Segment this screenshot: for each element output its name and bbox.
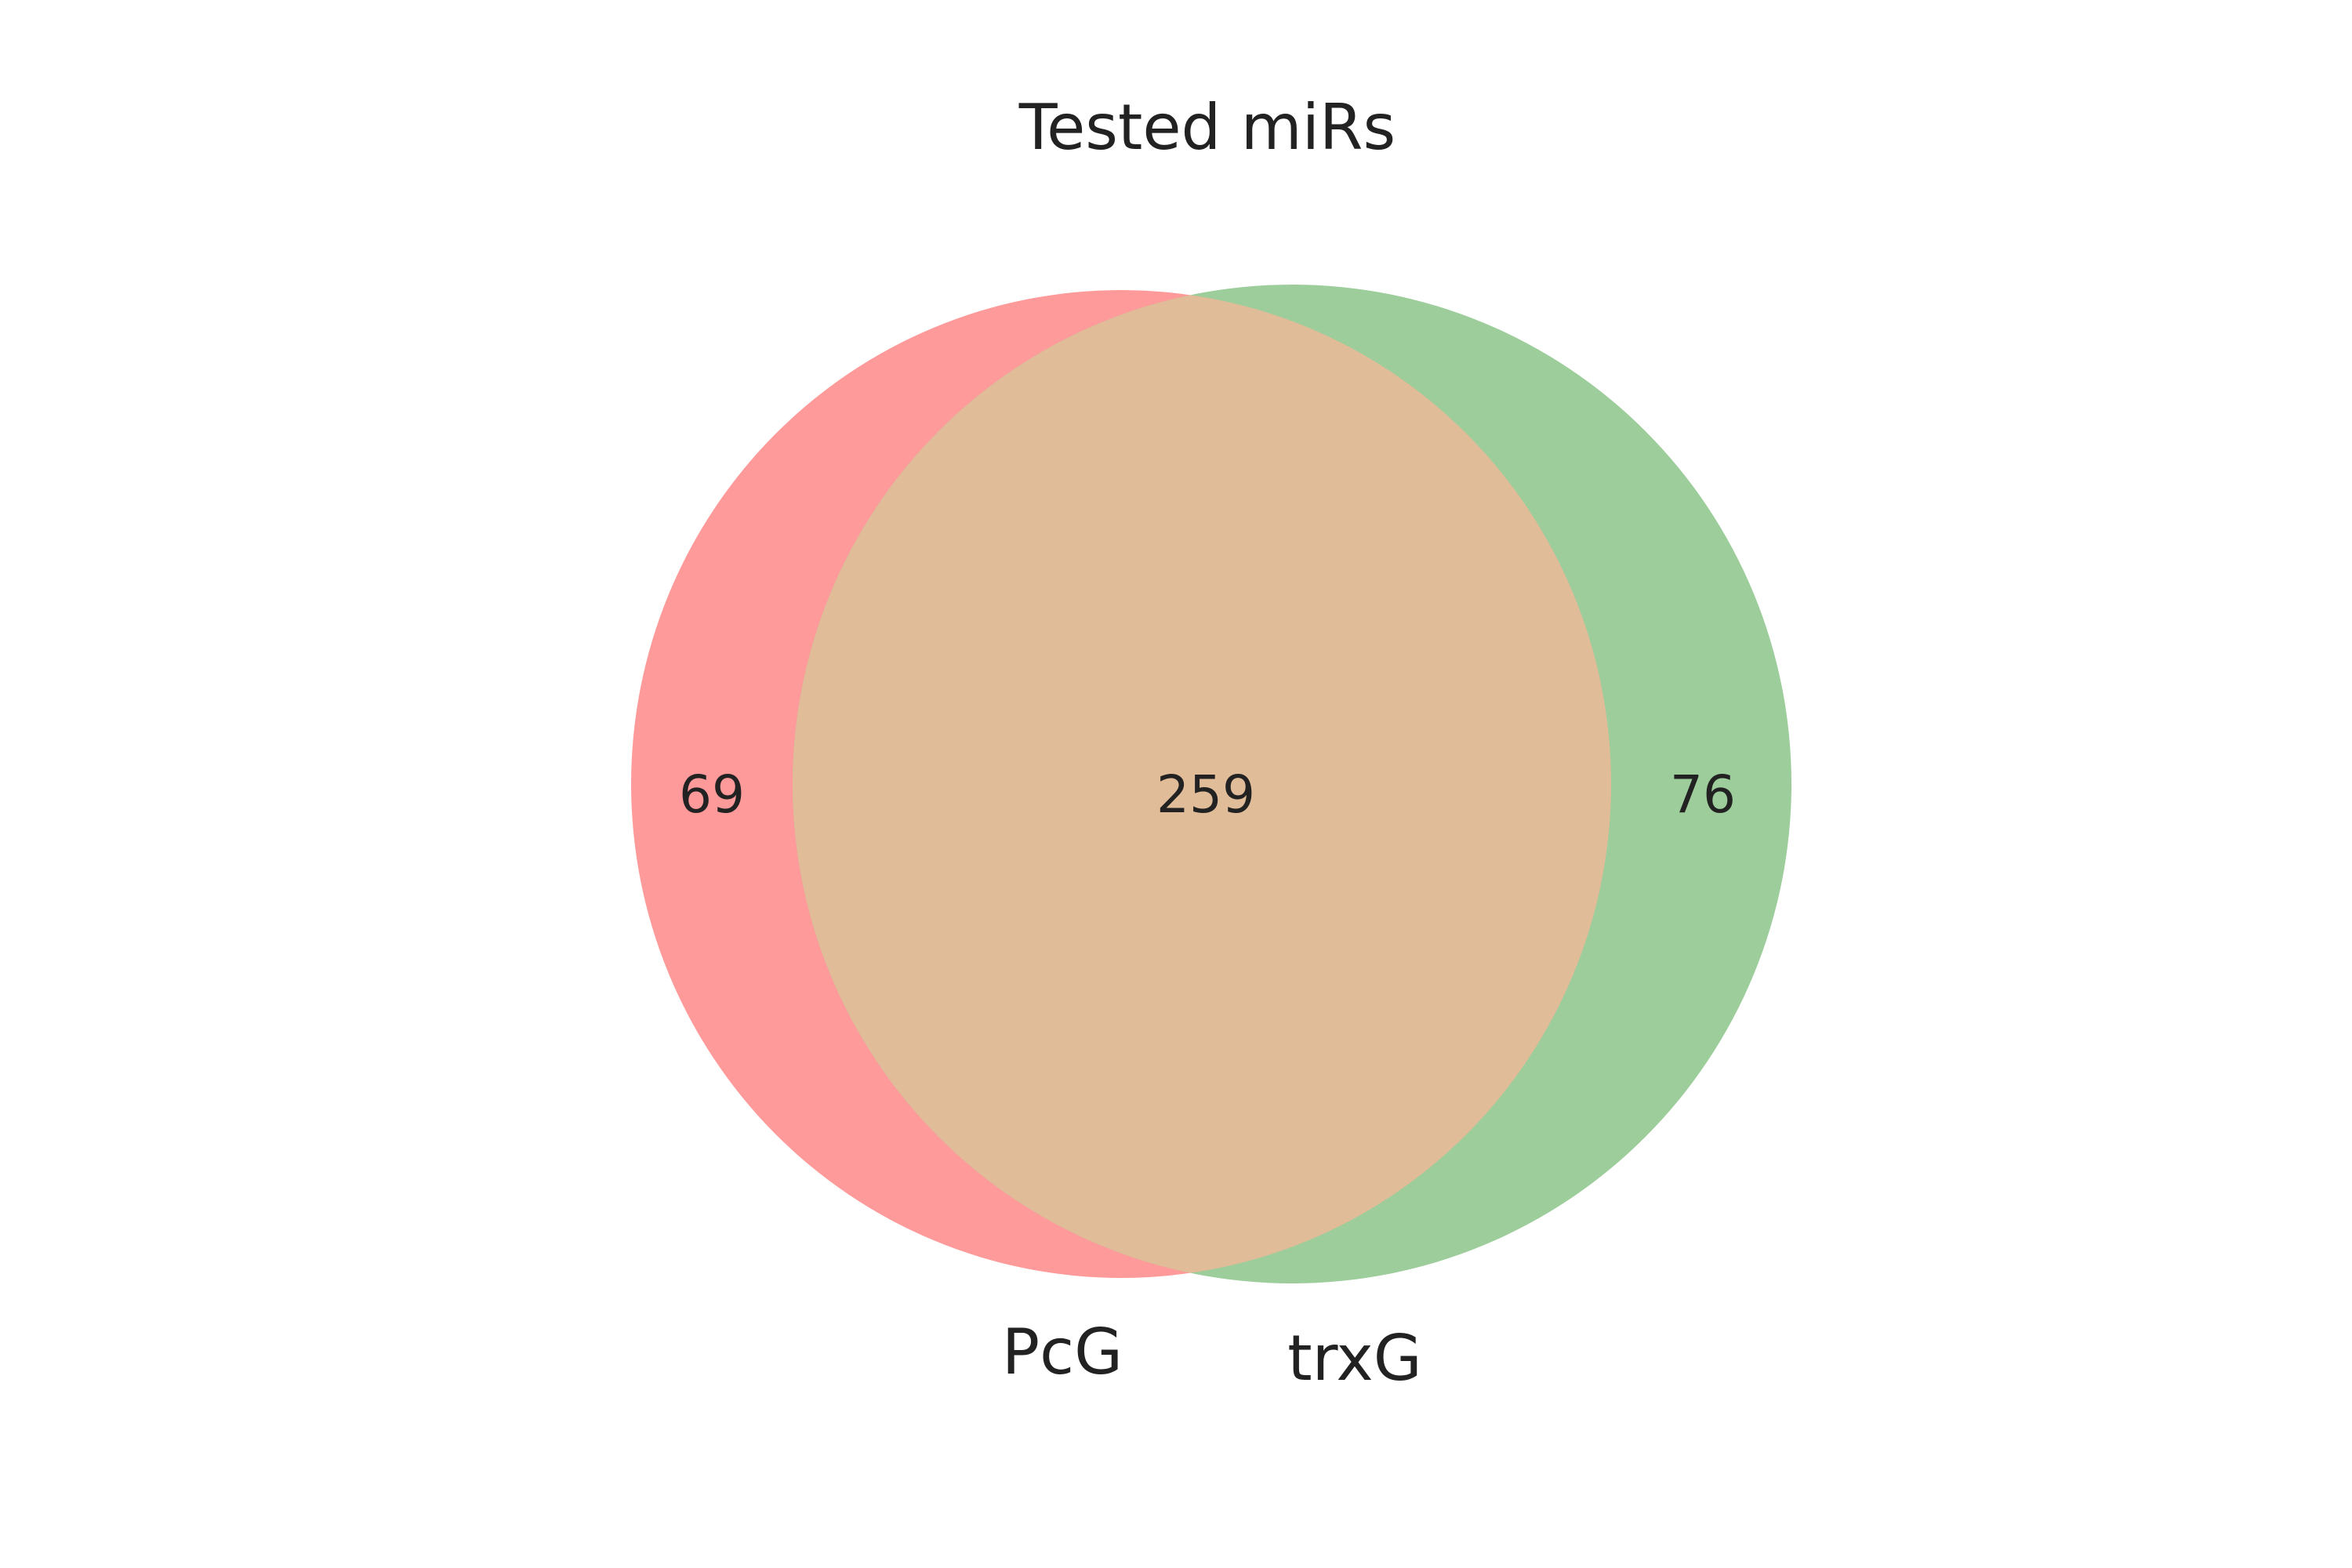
diagram-title: Tested miRs: [1018, 91, 1396, 164]
overlap-count: 259: [1156, 764, 1255, 825]
pcg-set-label: PcG: [1002, 1316, 1123, 1388]
trxg-set-label: trxG: [1287, 1322, 1421, 1395]
trxg-only-count: 76: [1670, 764, 1736, 825]
overlap-region: [793, 290, 1611, 1278]
pcg-only-count: 69: [679, 764, 745, 825]
